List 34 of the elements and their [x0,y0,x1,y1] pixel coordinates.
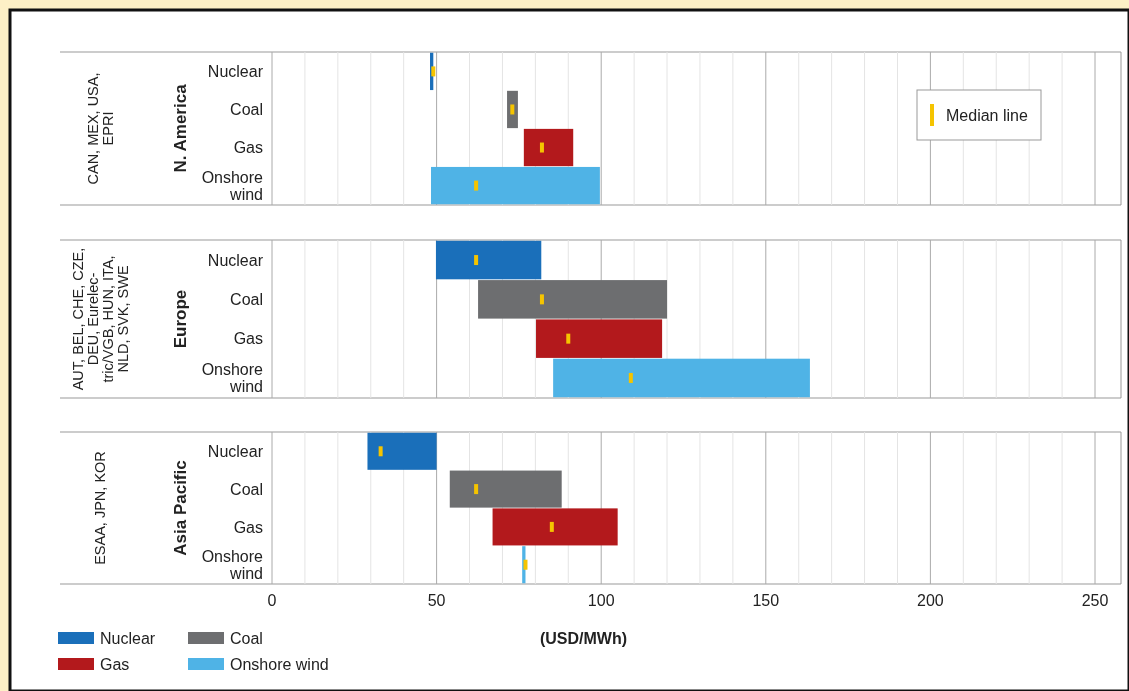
x-axis-title: (USD/MWh) [539,630,628,647]
x-tick-label: 200 [917,592,944,609]
y-tick-label: Gas [233,330,263,348]
x-tick-label: 100 [587,592,615,609]
bar [553,358,810,398]
bar [523,128,574,167]
y-axis-title: Asia Pacific [170,460,190,556]
y-tick-label: Nuclear [207,442,264,460]
x-tick-label: 50 [427,592,446,609]
x-tick-label: 0 [267,592,277,609]
y-tick-label: Coal [230,480,263,498]
y-tick-label: Onshore wind [201,547,264,582]
x-tick-label: 250 [1081,592,1109,609]
bar [435,240,542,280]
text: AUT, BEL, CHE, CZE, DEU, Eurelec- tric/VGB, HUN, ITA, NLD, SVK, SWE [69,247,131,391]
y-tick-label: Onshore wind [201,361,264,396]
y-tick-label: Gas [233,139,263,157]
legend-label: Gas [100,655,130,673]
bar [536,319,663,358]
text: ESAA, JPN, KOR [92,451,109,565]
y-axis-title: Europe [170,289,190,349]
x-tick-label: 150 [752,592,780,609]
y-axis-title: N. America [170,83,190,173]
bar [478,280,668,319]
y-tick-label: Nuclear [207,63,264,81]
y-tick-label: Gas [233,518,263,536]
legend-label: Median line [946,106,1028,124]
bar [431,166,600,205]
text: CAN, MEX, USA, EPRI [84,72,116,185]
y-tick-label: Coal [230,101,263,119]
y-tick-label: Coal [230,290,263,308]
legend-label: Nuclear [100,629,156,647]
y-tick-label: Onshore wind [201,168,264,203]
y-tick-label: Nuclear [207,251,264,269]
